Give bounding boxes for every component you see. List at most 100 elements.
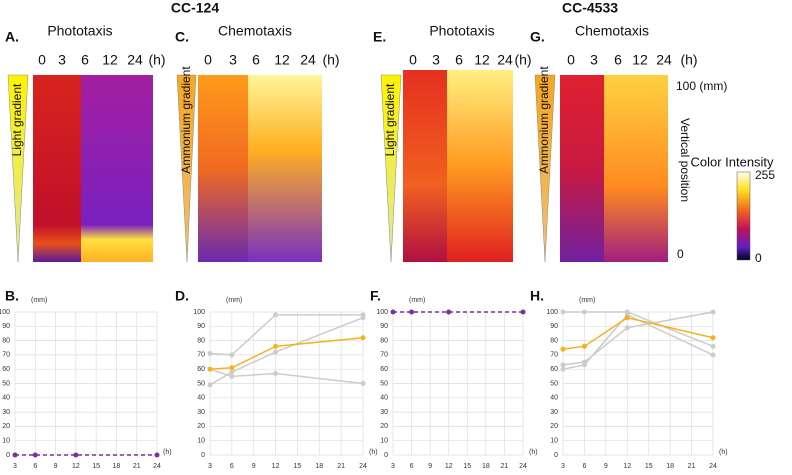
data-point <box>710 352 716 358</box>
y-tick-label: 70 <box>380 352 388 359</box>
heatmap-strip <box>298 75 322 262</box>
data-point <box>12 452 18 458</box>
y-tick-label: 40 <box>380 395 388 402</box>
data-point <box>360 381 366 386</box>
y-tick-label: 10 <box>380 438 388 445</box>
heatmap-strip <box>81 75 105 262</box>
series-line <box>563 311 714 348</box>
data-point <box>560 366 566 372</box>
heatmap-strip <box>273 75 298 262</box>
data-point <box>229 352 235 358</box>
y-axis-label: (mm) <box>579 297 595 304</box>
y-tick-label: 90 <box>550 323 558 330</box>
time-label: 0 <box>409 52 417 68</box>
scale-bottom: 0 <box>677 247 684 261</box>
series-line <box>209 368 364 385</box>
y-tick-label: 60 <box>2 366 10 373</box>
series-line <box>562 311 714 366</box>
gradient-label: Ammonium gradient <box>179 66 193 174</box>
data-point <box>560 346 566 352</box>
time-label: (h) <box>514 52 531 68</box>
time-label: (h) <box>148 52 165 68</box>
panel-letter: G. <box>530 29 545 45</box>
time-label: 0 <box>38 52 46 68</box>
ammonium-gradient <box>176 74 197 263</box>
heatmap-strip <box>223 75 248 262</box>
x-tick-label: 12 <box>623 463 631 470</box>
y-tick-label: 0 <box>6 452 10 459</box>
data-point <box>390 309 396 315</box>
y-tick-label: 10 <box>2 438 10 445</box>
x-tick-label: 3 <box>13 463 17 470</box>
time-label: 0 <box>204 52 212 68</box>
x-tick-label: 21 <box>501 463 509 470</box>
series-line <box>562 316 714 350</box>
data-point <box>710 343 716 349</box>
y-tick-label: 100 <box>0 309 10 316</box>
y-tick-label: 40 <box>550 395 558 402</box>
panel-title: Phototaxis <box>429 23 494 39</box>
data-point <box>207 350 213 356</box>
time-label: (h) <box>322 52 339 68</box>
data-point <box>624 315 630 321</box>
y-tick-label: 10 <box>197 438 205 445</box>
data-point <box>207 382 213 388</box>
panel-title: Chemotaxis <box>218 23 292 39</box>
y-tick-label: 20 <box>550 423 558 430</box>
panel-letter: A. <box>5 29 19 45</box>
data-point <box>73 452 79 458</box>
data-point <box>273 349 279 355</box>
x-tick-label: 24 <box>359 463 367 470</box>
data-point <box>446 309 452 315</box>
y-tick-label: 0 <box>201 452 205 459</box>
panel-letter: C. <box>175 29 189 45</box>
data-point <box>360 315 366 321</box>
x-tick-label: 15 <box>645 463 653 470</box>
chart-letter: F. <box>370 288 381 304</box>
x-tick-label: 21 <box>337 463 345 470</box>
heatmap-strip <box>626 75 647 262</box>
y-tick-label: 20 <box>380 423 388 430</box>
chart-letter: B. <box>5 288 19 304</box>
data-point <box>624 325 630 331</box>
x-tick-label: 15 <box>463 463 471 470</box>
heatmaps <box>33 70 668 262</box>
y-tick-label: 60 <box>197 366 205 373</box>
x-tick-label: 18 <box>482 463 490 470</box>
y-tick-label: 70 <box>550 352 558 359</box>
y-tick-label: 80 <box>380 337 388 344</box>
x-tick-label: 24 <box>153 463 161 470</box>
y-axis-label: (mm) <box>409 297 425 304</box>
ammonium-gradient <box>534 74 556 263</box>
time-label: 3 <box>432 52 440 68</box>
x-axis-label: (h) <box>163 449 172 456</box>
time-label: 6 <box>455 52 463 68</box>
x-axis-label: (h) <box>529 449 538 456</box>
panel-letter: E. <box>373 29 386 45</box>
x-tick-label: 12 <box>72 463 80 470</box>
data-point <box>229 365 235 371</box>
heatmap-strip <box>560 75 582 262</box>
y-tick-label: 50 <box>197 380 205 387</box>
series-line <box>209 336 364 370</box>
time-label: 6 <box>81 52 89 68</box>
x-tick-label: 12 <box>272 463 280 470</box>
time-label: 24 <box>656 52 672 68</box>
y-tick-label: 90 <box>2 323 10 330</box>
colorbar-max: 255 <box>755 168 775 182</box>
data-point <box>229 369 235 375</box>
gradient-label: Light gradient <box>383 83 397 156</box>
data-point <box>154 452 160 458</box>
y-tick-label: 100 <box>376 309 388 316</box>
heatmap-strip <box>198 75 223 262</box>
x-tick-label: 9 <box>54 463 58 470</box>
time-label: 3 <box>590 52 598 68</box>
data-point <box>409 309 415 315</box>
data-point <box>360 335 366 341</box>
x-tick-label: 15 <box>294 463 302 470</box>
time-label: 12 <box>632 52 648 68</box>
time-label: 0 <box>567 52 575 68</box>
series-line <box>209 314 363 356</box>
y-tick-label: 30 <box>197 409 205 416</box>
heatmap-strip <box>604 75 626 262</box>
